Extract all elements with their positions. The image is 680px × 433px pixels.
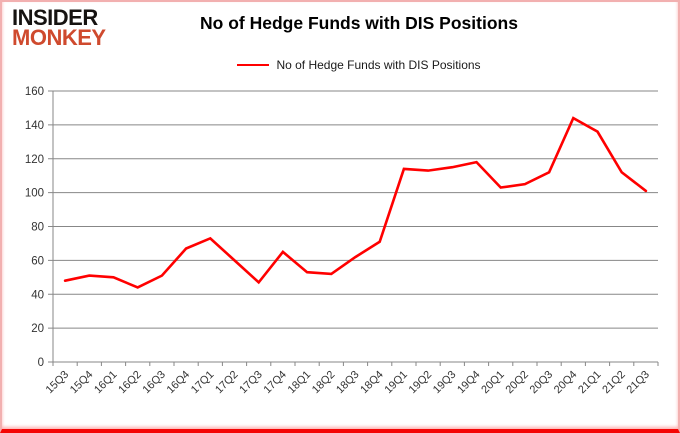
svg-text:60: 60 (31, 255, 44, 267)
svg-text:16Q1: 16Q1 (92, 369, 120, 397)
svg-text:19Q2: 19Q2 (407, 369, 435, 397)
svg-text:160: 160 (25, 86, 44, 98)
svg-text:20Q2: 20Q2 (503, 369, 531, 397)
svg-text:18Q1: 18Q1 (286, 369, 314, 397)
svg-text:20Q4: 20Q4 (552, 369, 580, 397)
svg-text:20: 20 (31, 323, 44, 335)
svg-text:80: 80 (31, 222, 44, 234)
svg-text:20Q1: 20Q1 (479, 369, 507, 397)
svg-text:140: 140 (25, 120, 44, 132)
svg-text:16Q2: 16Q2 (116, 369, 144, 397)
svg-text:16Q4: 16Q4 (165, 369, 193, 397)
logo-insider-text: INSIDER (12, 4, 98, 31)
svg-text:18Q2: 18Q2 (310, 369, 338, 397)
svg-text:19Q3: 19Q3 (431, 369, 459, 397)
insider-monkey-logo: INSIDER MONKEY (12, 4, 106, 51)
legend-label: No of Hedge Funds with DIS Positions (276, 58, 481, 72)
chart-title: No of Hedge Funds with DIS Positions (200, 13, 518, 33)
svg-text:0: 0 (38, 357, 44, 369)
legend-line-swatch (237, 64, 270, 66)
svg-text:19Q1: 19Q1 (382, 369, 410, 397)
svg-text:18Q4: 18Q4 (358, 369, 386, 397)
svg-text:19Q4: 19Q4 (455, 369, 483, 397)
svg-text:17Q2: 17Q2 (213, 369, 241, 397)
svg-text:15Q3: 15Q3 (44, 369, 72, 397)
svg-text:15Q4: 15Q4 (68, 369, 96, 397)
svg-text:21Q1: 21Q1 (576, 369, 604, 397)
svg-text:16Q3: 16Q3 (140, 369, 168, 397)
svg-text:100: 100 (25, 188, 44, 200)
svg-text:21Q2: 21Q2 (600, 369, 628, 397)
svg-text:20Q3: 20Q3 (528, 369, 556, 397)
svg-text:40: 40 (31, 289, 44, 301)
legend: No of Hedge Funds with DIS Positions (40, 58, 678, 72)
svg-text:120: 120 (25, 154, 44, 166)
svg-text:21Q3: 21Q3 (624, 369, 652, 397)
logo-monkey-text: MONKEY (12, 24, 106, 51)
svg-text:17Q3: 17Q3 (237, 369, 265, 397)
svg-text:17Q4: 17Q4 (261, 369, 289, 397)
svg-text:17Q1: 17Q1 (189, 369, 217, 397)
svg-text:18Q3: 18Q3 (334, 369, 362, 397)
